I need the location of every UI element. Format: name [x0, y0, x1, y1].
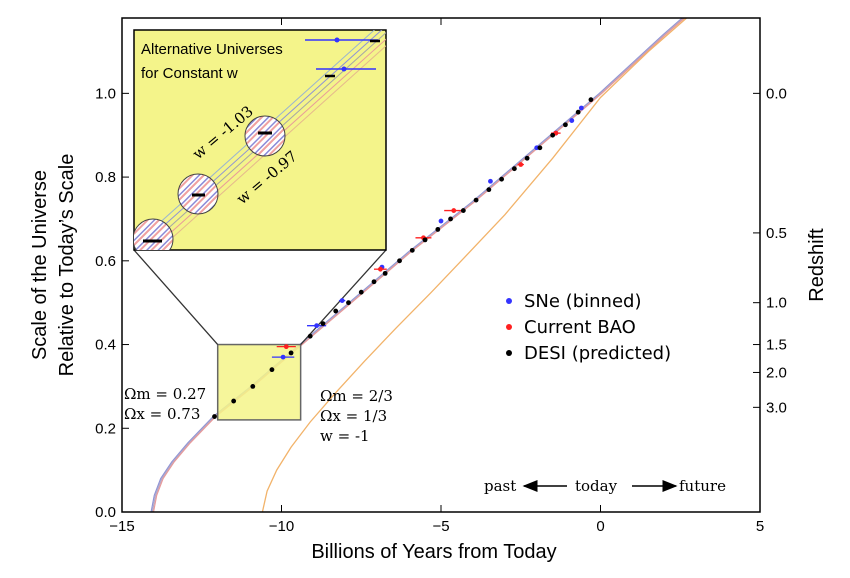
legend-marker-desi [506, 350, 512, 356]
desi-predicted-point [524, 155, 530, 161]
legend-label-desi: DESI (predicted) [524, 343, 671, 364]
desi-predicted-point [550, 132, 556, 138]
alt-omega-m: Ωm = 2/3 [320, 387, 393, 405]
desi-predicted-point [333, 308, 339, 314]
curves-layer [150, 18, 688, 512]
x-tick-label: 5 [756, 518, 764, 535]
inset-content [134, 30, 386, 250]
points-layer [212, 97, 594, 419]
y-axis-ticks: 0.0 0.2 0.4 0.6 0.8 1.0 [95, 85, 129, 521]
legend-marker-sne [506, 298, 512, 304]
redshift-tick-label: 0.5 [766, 225, 787, 242]
y-tick-label: 0.4 [95, 337, 116, 354]
curve-lcdm [152, 18, 685, 512]
inset-title-line2: for Constant w [141, 65, 238, 82]
desi-predicted-point [588, 97, 594, 103]
inset-point [334, 37, 340, 43]
zoom-connector-right [300, 249, 387, 345]
sne-binned-point [569, 118, 575, 123]
desi-predicted-point [371, 279, 377, 285]
desi-predicted-point [563, 122, 568, 128]
desi-predicted-point [511, 166, 517, 172]
desi-predicted-point [346, 300, 351, 306]
lcdm-omega-x: Ωx = 0.73 [124, 405, 200, 423]
x-tick-label: −10 [269, 518, 294, 535]
y-axis-title-line1: Scale of the Universe [29, 170, 51, 360]
redshift-tick-label: 2.0 [766, 364, 787, 381]
curve-lcdm [151, 18, 684, 512]
redshift-tick-label: 1.0 [766, 295, 787, 312]
legend-marker-bao [506, 324, 512, 330]
x-axis-title: Billions of Years from Today [311, 541, 556, 563]
sne-binned-point [578, 105, 584, 111]
inset-title-line1: Alternative Universes [141, 41, 283, 58]
desi-predicted-point [448, 216, 453, 222]
y-tick-label: 0.8 [95, 169, 116, 186]
desi-predicted-point [473, 197, 479, 203]
current-bao-point [283, 344, 289, 350]
desi-predicted-point [212, 414, 217, 419]
desi-predicted-point [231, 398, 237, 404]
redshift-tick-label: 3.0 [766, 399, 787, 416]
zoom-connector-left [133, 249, 219, 345]
x-axis-ticks: −15 −10 −5 0 5 [109, 18, 764, 535]
y-tick-label: 0.0 [95, 504, 116, 521]
desi-predicted-point [486, 187, 492, 193]
x-tick-label: −15 [109, 518, 134, 535]
lcdm-omega-m: Ωm = 0.27 [124, 385, 206, 403]
arrow-label-past: past [484, 477, 516, 495]
curve-lcdm [150, 18, 683, 512]
desi-predicted-point [358, 289, 364, 295]
y-tick-label: 0.6 [95, 253, 116, 270]
desi-predicted-point [397, 258, 402, 264]
zoom-region-box [216, 343, 302, 421]
desi-predicted-point [460, 208, 466, 213]
desi-predicted-point [499, 176, 505, 182]
sne-binned-point [314, 323, 319, 329]
inset-marker-circle [134, 218, 174, 250]
sne-binned-point [339, 298, 345, 303]
x-tick-label: 0 [596, 518, 604, 535]
sne-binned-point [280, 354, 286, 360]
x-tick-label: −5 [432, 518, 449, 535]
inset-point [341, 66, 347, 72]
desi-predicted-point [288, 350, 294, 356]
arrow-label-future: future [679, 477, 726, 495]
lcdm-annotation: Ωm = 0.27 Ωx = 0.73 [124, 385, 206, 423]
y-tick-label: 1.0 [95, 85, 116, 102]
curve-alt [261, 18, 688, 512]
sne-binned-point [438, 218, 444, 224]
redshift-tick-label: 0.0 [766, 85, 787, 102]
current-bao-point [377, 266, 383, 272]
desi-predicted-point [435, 227, 441, 232]
y-axis-title-line2: Relative to Today’s Scale [56, 154, 78, 377]
desi-predicted-point [320, 321, 326, 327]
desi-predicted-point [422, 237, 428, 243]
time-arrows: past today future [484, 477, 726, 495]
redshift-axis-ticks: 0.0 0.5 1.0 1.5 2.0 3.0 [753, 85, 787, 416]
y-tick-label: 0.2 [95, 420, 116, 437]
sne-binned-point [488, 178, 493, 184]
alt-w: w = -1 [320, 427, 370, 445]
redshift-tick-label: 1.5 [766, 337, 787, 354]
desi-predicted-point [537, 145, 543, 151]
alt-omega-x: Ωx = 1/3 [320, 407, 387, 425]
inset-marker-circle [244, 115, 286, 157]
desi-predicted-point [575, 109, 581, 115]
legend: SNe (binned) Current BAO DESI (predicted… [506, 291, 671, 364]
desi-predicted-point [307, 333, 313, 339]
arrow-label-today: today [575, 477, 618, 495]
legend-label-sne: SNe (binned) [524, 291, 641, 312]
desi-predicted-point [382, 270, 388, 276]
inset-panel: Alternative Universes for Constant w w =… [133, 29, 387, 251]
desi-predicted-point [409, 247, 415, 253]
redshift-axis-title: Redshift [806, 228, 828, 302]
desi-predicted-point [250, 384, 256, 389]
current-bao-point [451, 208, 457, 213]
current-bao-point [518, 162, 524, 167]
legend-label-bao: Current BAO [524, 317, 636, 338]
desi-predicted-point [269, 367, 275, 373]
alt-annotation: Ωm = 2/3 Ωx = 1/3 w = -1 [320, 387, 393, 445]
